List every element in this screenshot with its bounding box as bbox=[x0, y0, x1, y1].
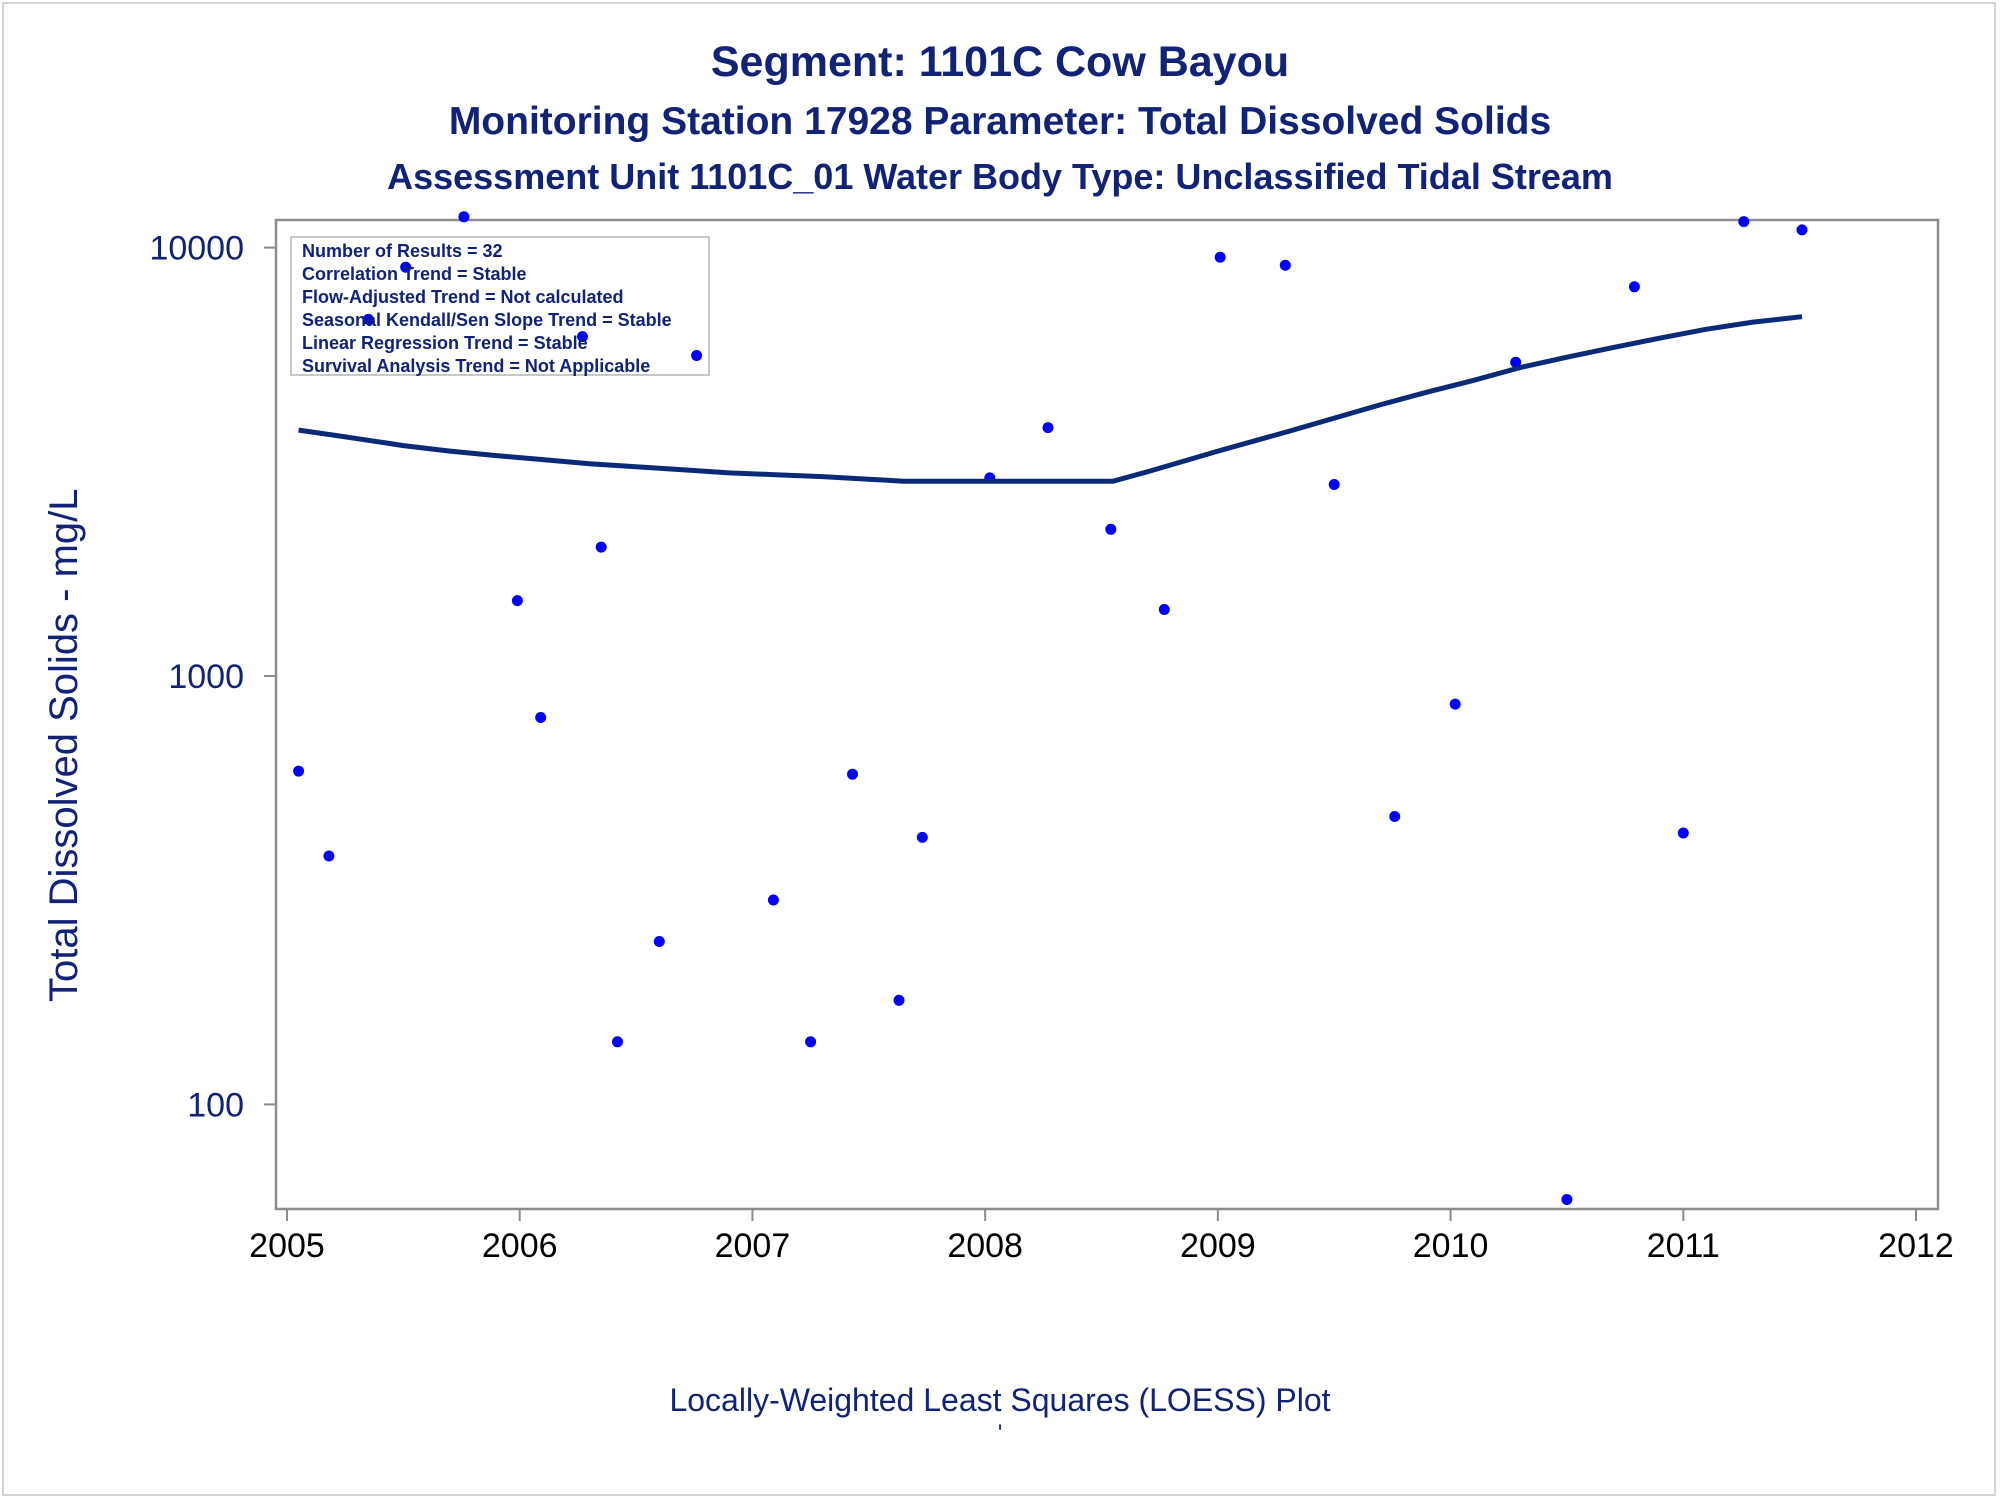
data-point bbox=[893, 994, 905, 1006]
y-tick-label: 1000 bbox=[168, 658, 244, 696]
plot-area bbox=[274, 218, 1940, 1211]
stat-correlation-trend: Correlation Trend = Stable bbox=[302, 264, 527, 284]
data-point bbox=[1042, 422, 1054, 434]
data-point bbox=[323, 850, 335, 862]
data-point bbox=[1389, 811, 1401, 822]
chart-caption: Locally-Weighted Least Squares (LOESS) P… bbox=[669, 1382, 1331, 1418]
data-point bbox=[847, 768, 858, 780]
chart-subtitle-assessment: Assessment Unit 1101C_01 Water Body Type… bbox=[387, 156, 1613, 197]
data-point bbox=[1677, 827, 1689, 839]
data-point bbox=[1738, 216, 1750, 228]
data-point bbox=[293, 765, 305, 777]
stat-flow-adjusted-trend: Flow-Adjusted Trend = Not calculated bbox=[302, 287, 624, 307]
caption-mark: ' bbox=[997, 1420, 1003, 1447]
data-point bbox=[400, 261, 412, 273]
x-tick-label: 2012 bbox=[1878, 1227, 1954, 1265]
data-point bbox=[1628, 281, 1640, 293]
y-tick-label: 100 bbox=[187, 1086, 244, 1124]
x-tick-label: 2010 bbox=[1413, 1227, 1489, 1265]
x-tick-label: 2005 bbox=[249, 1227, 325, 1265]
data-point bbox=[1796, 224, 1808, 236]
y-axis-label: Total Dissolved Solids - mg/L bbox=[42, 488, 86, 1002]
x-tick-label: 2011 bbox=[1647, 1227, 1720, 1265]
data-point bbox=[1510, 356, 1522, 368]
x-tick-label: 2009 bbox=[1180, 1227, 1256, 1265]
data-point bbox=[1214, 251, 1226, 263]
series-layer bbox=[293, 211, 1808, 1205]
stat-survival-analysis-trend: Survival Analysis Trend = Not Applicable bbox=[302, 356, 651, 376]
data-point bbox=[362, 313, 374, 325]
data-point bbox=[612, 1036, 623, 1048]
data-point bbox=[805, 1036, 817, 1048]
data-point bbox=[1158, 604, 1170, 615]
x-tick-label: 2006 bbox=[482, 1227, 558, 1265]
data-point bbox=[535, 712, 547, 723]
stat-linear-regression-trend: Linear Regression Trend = Stable bbox=[302, 333, 588, 353]
data-point bbox=[767, 894, 779, 906]
y-axis: 100 1000 10000 bbox=[149, 230, 276, 1124]
data-point bbox=[691, 350, 703, 361]
data-point bbox=[1279, 259, 1291, 271]
stat-number-of-results: Number of Results = 32 bbox=[302, 241, 503, 261]
data-point bbox=[1561, 1194, 1573, 1205]
y-tick-label: 10000 bbox=[149, 230, 244, 268]
data-point bbox=[595, 541, 607, 553]
data-point bbox=[1449, 698, 1461, 710]
stat-seasonal-kendall-trend: Seasonal Kendall/Sen Slope Trend = Stabl… bbox=[302, 310, 672, 330]
data-point bbox=[511, 595, 523, 607]
data-point bbox=[653, 936, 665, 947]
data-point bbox=[577, 331, 588, 343]
data-point bbox=[1328, 479, 1340, 490]
data-point bbox=[916, 831, 928, 843]
data-point bbox=[1105, 523, 1117, 535]
trend-stats-box: Number of Results = 32 Correlation Trend… bbox=[290, 236, 710, 376]
x-tick-label: 2008 bbox=[947, 1227, 1023, 1265]
chart-title: Segment: 1101C Cow Bayou bbox=[710, 38, 1290, 86]
x-tick-label: 2007 bbox=[715, 1227, 791, 1265]
x-axis: 2005 2006 2007 2008 2009 2010 2011 2012 bbox=[249, 1209, 1954, 1265]
data-point bbox=[458, 211, 470, 223]
chart-subtitle-station: Monitoring Station 17928 Parameter: Tota… bbox=[448, 100, 1552, 143]
loess-line bbox=[298, 314, 1803, 484]
